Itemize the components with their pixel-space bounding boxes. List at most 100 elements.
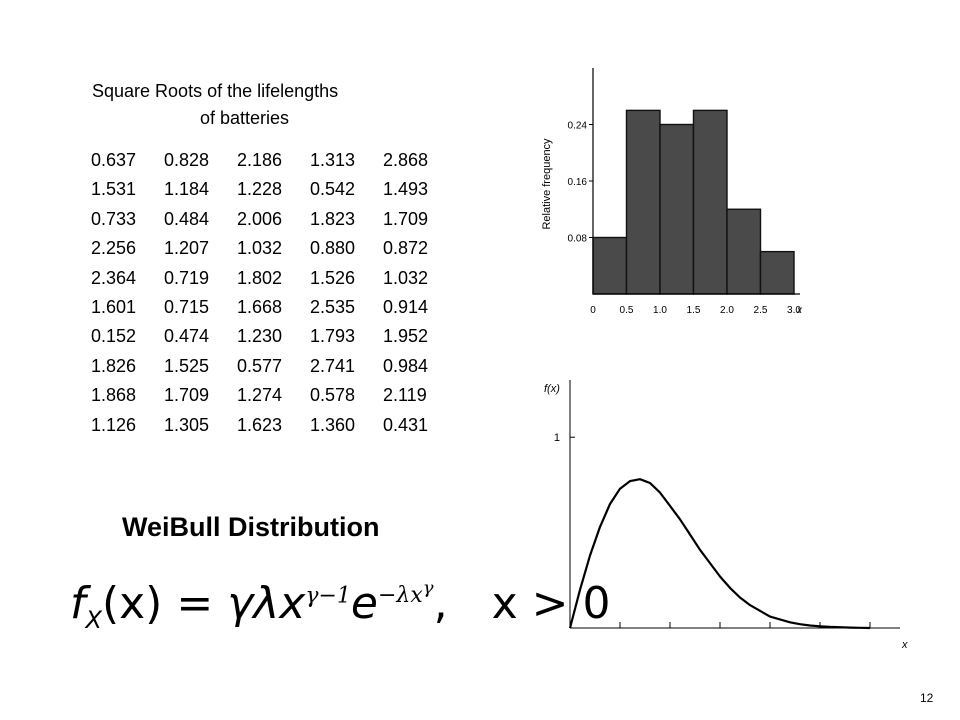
formula-exp2-base: −λx: [378, 583, 423, 609]
density-y-label: f(x): [544, 383, 560, 395]
table-cell: 1.126: [91, 414, 137, 435]
formula-equals: =: [176, 578, 214, 629]
table-cell: 1.601: [91, 296, 137, 317]
histogram-x-tick-label: 1.5: [687, 305, 701, 316]
table-cell: 0.578: [310, 385, 356, 406]
formula-arg: (x): [101, 578, 163, 629]
table-cell: 2.741: [310, 355, 356, 376]
table-cell: 0.715: [164, 296, 210, 317]
histogram-x-tick-label: 0.5: [620, 305, 634, 316]
formula-lhs: f: [70, 578, 86, 629]
table-cell: 1.230: [237, 326, 283, 347]
table-cell: 1.493: [383, 179, 429, 200]
formula-subscript: X: [85, 605, 102, 634]
formula-comma: ,: [433, 578, 448, 629]
table-cell: 0.872: [383, 238, 429, 259]
formula-exp2: −λxγ: [378, 578, 434, 609]
table-cell: 2.119: [383, 385, 427, 406]
table-cell: 2.186: [237, 150, 283, 170]
table-cell: 2.364: [91, 267, 137, 288]
table-cell: 1.668: [237, 296, 283, 317]
histogram-x-tick-label: 1.0: [653, 305, 667, 316]
formula-coef: γλx: [227, 578, 306, 629]
weibull-density-chart: 1 f(x) x: [544, 380, 908, 651]
formula-e: e: [350, 578, 378, 629]
table-cell: 1.360: [310, 414, 356, 435]
table-cell: 0.828: [164, 150, 210, 170]
table-cell: 1.313: [310, 150, 356, 170]
table-cell: 2.256: [91, 238, 137, 259]
table-row: 2.256 1.207 1.032 0.880 0.872: [91, 234, 443, 263]
distribution-title: WeiBull Distribution: [122, 512, 380, 542]
table-cell: 0.577: [237, 355, 283, 376]
table-row: 1.868 1.709 1.274 0.578 2.119: [91, 381, 443, 410]
weibull-formula: fX(x) = γλxγ−1e−λxγ, x > 0: [70, 578, 610, 634]
table-cell: 1.032: [237, 238, 283, 259]
table-cell: 0.484: [164, 208, 210, 229]
table-cell: 1.531: [91, 179, 137, 200]
table-cell: 2.868: [383, 150, 429, 170]
caption-line-1: Square Roots of the lifelengths: [92, 81, 339, 101]
table-row: 0.733 0.484 2.006 1.823 1.709: [91, 205, 443, 234]
histogram-y-tick-label: 0.24: [568, 121, 588, 132]
histogram-x-tick-label: 2.0: [720, 305, 734, 316]
table-cell: 1.274: [237, 385, 283, 406]
table-cell: 0.542: [310, 179, 356, 200]
formula-exp2-sup: γ: [422, 578, 434, 600]
density-x-label: x: [901, 639, 908, 651]
histogram-bar: [759, 250, 795, 295]
histogram-x-tick-label: 2.5: [754, 305, 768, 316]
table-cell: 1.826: [91, 355, 137, 376]
table-cell: 1.823: [310, 208, 356, 229]
histogram-y-tick-label: 0.08: [568, 234, 588, 245]
table-cell: 2.006: [237, 208, 283, 229]
table-cell: 1.525: [164, 355, 210, 376]
table-cell: 0.914: [383, 296, 429, 317]
histogram-x-tick-label: 0: [590, 305, 596, 316]
table-cell: 1.802: [237, 267, 283, 288]
data-table: 0.637 0.828 2.186 1.313 2.868 1.531 1.184 1.228…: [91, 146, 443, 440]
table-cell: 1.526: [310, 267, 356, 288]
table-cell: 1.228: [237, 179, 283, 200]
table-cell: 1.709: [383, 208, 429, 229]
histogram-chart: 0.08 0.16 0.24 0 0.5 1.0 1.5 2.0 2.5 3.0x Relative…: [541, 68, 803, 316]
density-curve: [568, 478, 871, 630]
histogram-bar: [726, 208, 762, 295]
table-row: 1.126 1.305 1.623 1.360 0.431: [91, 411, 443, 440]
table-row: 0.152 0.474 1.230 1.793 1.952: [91, 322, 443, 351]
table-cell: 1.184: [164, 179, 210, 200]
table-row: 1.826 1.525 0.577 2.741 0.984: [91, 352, 443, 381]
histogram-x-label: x: [796, 305, 803, 316]
table-cell: 1.305: [164, 414, 210, 435]
table-cell: 1.952: [383, 326, 429, 347]
table-cell: 0.474: [164, 326, 210, 347]
histogram-y-label: Relative frequency: [541, 138, 553, 230]
table-cell: 1.868: [91, 385, 137, 406]
table-row: 1.601 0.715 1.668 2.535 0.914: [91, 293, 443, 322]
formula-condition: x > 0: [491, 578, 611, 629]
slide-number: 12: [920, 691, 934, 705]
density-y-tick-label: 1: [554, 432, 560, 444]
table-cell: 1.709: [164, 385, 210, 406]
table-caption: Square Roots of the lifelengths of batte…: [92, 78, 452, 132]
table-row: 0.637 0.828 2.186 1.313 2.868: [91, 146, 443, 175]
histogram-bar: [625, 109, 661, 295]
table-cell: 1.793: [310, 326, 356, 347]
table-cell: 0.152: [91, 326, 137, 347]
caption-line-2: of batteries: [200, 108, 290, 128]
histogram-bar: [692, 109, 728, 295]
histogram-y-tick-label: 0.16: [568, 177, 588, 188]
table-cell: 0.431: [383, 414, 429, 435]
table-cell: 1.623: [237, 414, 283, 435]
table-cell: 2.535: [310, 296, 356, 317]
histogram-bar: [592, 236, 628, 295]
histogram-x-tick-label: 3.0: [787, 305, 801, 316]
table-cell: 0.984: [383, 355, 429, 376]
table-cell: 0.733: [91, 208, 137, 229]
table-row: 2.364 0.719 1.802 1.526 1.032: [91, 264, 443, 293]
histogram-bar: [659, 123, 695, 295]
table-cell: 1.032: [383, 267, 429, 288]
formula-exp1: γ−1: [305, 583, 351, 609]
table-cell: 0.637: [91, 150, 137, 170]
table-cell: 0.880: [310, 238, 356, 259]
